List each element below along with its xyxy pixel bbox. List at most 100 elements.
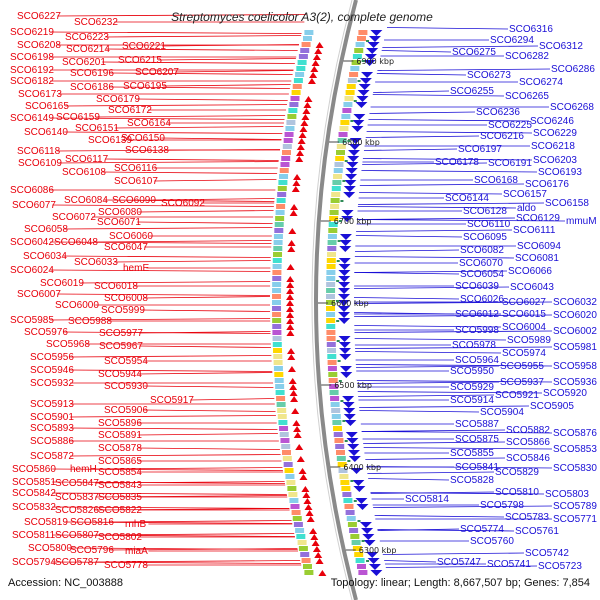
gene-label-left[interactable]: SCO6208: [17, 40, 61, 51]
gene-label-left[interactable]: SCO5944: [98, 369, 142, 380]
gene-label-left[interactable]: SCO6117: [65, 154, 109, 165]
gene-label-left[interactable]: SCO6198: [10, 52, 54, 63]
gene-label-left[interactable]: SCO5886: [30, 436, 74, 447]
gene-label-right[interactable]: SCO6282: [505, 51, 549, 62]
gene-label-right[interactable]: SCO6027: [502, 297, 546, 308]
gene-label-left[interactable]: SCO5967: [99, 341, 143, 352]
gene-label-left[interactable]: SCO5930: [104, 381, 148, 392]
gene-label-right[interactable]: SCO5761: [515, 526, 559, 537]
gene-label-left[interactable]: SCO6196: [70, 68, 114, 79]
gene-label-right[interactable]: SCO6268: [550, 102, 594, 113]
gene-label-left[interactable]: SCO5819: [24, 517, 68, 528]
gene-label-right[interactable]: SCO6157: [503, 189, 547, 200]
gene-label-left[interactable]: SCO5985: [10, 315, 54, 326]
gene-label-left[interactable]: SCO5946: [30, 365, 74, 376]
gene-label-right[interactable]: SCO6020: [553, 310, 597, 321]
gene-label-left[interactable]: SCO6072: [52, 212, 96, 223]
gene-label-left[interactable]: SCO6058: [24, 224, 68, 235]
gene-label-right[interactable]: SCO5974: [502, 348, 546, 359]
gene-label-right[interactable]: SCO6274: [519, 77, 563, 88]
gene-label-left[interactable]: SCO6107: [114, 176, 158, 187]
gene-label-left[interactable]: SCO6018: [94, 281, 138, 292]
gene-label-left[interactable]: SCO6000: [55, 300, 99, 311]
gene-label-left[interactable]: SCO6138: [125, 145, 169, 156]
gene-label-right[interactable]: SCO6265: [505, 91, 549, 102]
gene-label-right[interactable]: SCO6082: [460, 245, 504, 256]
gene-label-left[interactable]: SCO6165: [25, 101, 69, 112]
gene-label-left[interactable]: SCO6033: [74, 257, 118, 268]
gene-label-right[interactable]: SCO6032: [553, 297, 597, 308]
gene-label-left[interactable]: SCO5872: [30, 451, 74, 462]
gene-label-left[interactable]: SCO6042: [10, 237, 54, 248]
gene-label-right[interactable]: SCO5803: [545, 489, 589, 500]
gene-label-left[interactable]: SCO5800: [28, 543, 72, 554]
gene-label-right[interactable]: SCO5936: [553, 377, 597, 388]
gene-label-right[interactable]: SCO6197: [458, 144, 502, 155]
gene-label-left[interactable]: SCO5832: [12, 502, 56, 513]
gene-label-right[interactable]: SCO5853: [553, 444, 597, 455]
gene-label-left[interactable]: SCO6182: [10, 76, 54, 87]
gene-label-left[interactable]: SCO6024: [10, 265, 54, 276]
gene-label-left[interactable]: SCO6071: [97, 217, 141, 228]
gene-label-left[interactable]: SCO5860: [12, 464, 56, 475]
gene-label-right[interactable]: SCO6236: [476, 107, 520, 118]
gene-label-right[interactable]: SCO5742: [525, 548, 569, 559]
gene-label-left[interactable]: SCO6149: [10, 113, 54, 124]
gene-label-left[interactable]: rnhB: [125, 519, 146, 530]
gene-label-right[interactable]: SCO5964: [455, 355, 499, 366]
gene-label-left[interactable]: SCO6219: [10, 27, 54, 38]
gene-label-right[interactable]: SCO5789: [553, 501, 597, 512]
gene-label-left[interactable]: SCO5854: [98, 467, 142, 478]
gene-label-left[interactable]: SCO6221: [122, 41, 166, 52]
gene-label-left[interactable]: SCO6090: [112, 195, 156, 206]
gene-label-left[interactable]: SCO6192: [10, 65, 54, 76]
gene-label-left[interactable]: SCO5847: [55, 478, 99, 489]
gene-label-right[interactable]: SCO5937: [500, 377, 544, 388]
gene-label-left[interactable]: SCO6207: [135, 67, 179, 78]
gene-label-left[interactable]: SCO5878: [98, 443, 142, 454]
gene-label-left[interactable]: SCO6108: [62, 167, 106, 178]
gene-label-right[interactable]: SCO6110: [467, 219, 511, 230]
gene-label-left[interactable]: SCO5826: [55, 505, 99, 516]
gene-label-right[interactable]: SCO6081: [515, 253, 559, 264]
gene-label-left[interactable]: SCO6084: [64, 195, 108, 206]
gene-label-right[interactable]: SCO6286: [551, 64, 595, 75]
gene-label-left[interactable]: SCO6034: [23, 251, 67, 262]
gene-label-right[interactable]: SCO6178: [435, 157, 479, 168]
gene-label-right[interactable]: SCO6043: [510, 282, 554, 293]
gene-label-left[interactable]: SCO5917: [150, 395, 194, 406]
gene-label-right[interactable]: SCO6316: [509, 24, 553, 35]
gene-label-left[interactable]: SCO5787: [55, 557, 99, 568]
gene-label-right[interactable]: SCO6054: [460, 269, 504, 280]
gene-label-left[interactable]: SCO6019: [40, 278, 84, 289]
gene-label-left[interactable]: SCO5811: [12, 530, 56, 541]
gene-label-right[interactable]: SCO6039: [455, 281, 499, 292]
gene-label-right[interactable]: SCO5989: [507, 335, 551, 346]
gene-label-right[interactable]: SCO5876: [553, 428, 597, 439]
gene-label-left[interactable]: SCO6116: [114, 163, 158, 174]
gene-label-right[interactable]: SCO6216: [480, 131, 524, 142]
gene-label-left[interactable]: hemE: [123, 263, 149, 274]
gene-label-left[interactable]: SCO5822: [98, 505, 142, 516]
gene-label-right[interactable]: SCO6129: [516, 213, 560, 224]
gene-label-left[interactable]: SCO5901: [30, 412, 74, 423]
gene-label-right[interactable]: SCO5771: [553, 514, 597, 525]
gene-label-right[interactable]: SCO6158: [545, 198, 589, 209]
gene-label-right[interactable]: SCO6275: [452, 47, 496, 58]
gene-label-right[interactable]: SCO5741: [487, 559, 531, 570]
gene-label-right[interactable]: SCO6246: [530, 116, 574, 127]
gene-label-left[interactable]: SCO5906: [104, 405, 148, 416]
gene-label-right[interactable]: SCO6095: [463, 232, 507, 243]
gene-label-right[interactable]: SCO5866: [506, 437, 550, 448]
gene-label-left[interactable]: SCO6164: [127, 118, 171, 129]
gene-label-left[interactable]: SCO5932: [30, 378, 74, 389]
gene-label-right[interactable]: SCO5981: [553, 342, 597, 353]
gene-label-left[interactable]: SCO5954: [104, 356, 148, 367]
gene-label-left[interactable]: SCO5968: [46, 339, 90, 350]
gene-label-right[interactable]: SCO6094: [517, 241, 561, 252]
gene-label-left[interactable]: SCO6173: [18, 89, 62, 100]
gene-label-right[interactable]: SCO5914: [450, 395, 494, 406]
gene-label-right[interactable]: SCO6168: [474, 175, 518, 186]
gene-label-right[interactable]: SCO5829: [495, 467, 539, 478]
gene-label-left[interactable]: SCO6223: [65, 32, 109, 43]
